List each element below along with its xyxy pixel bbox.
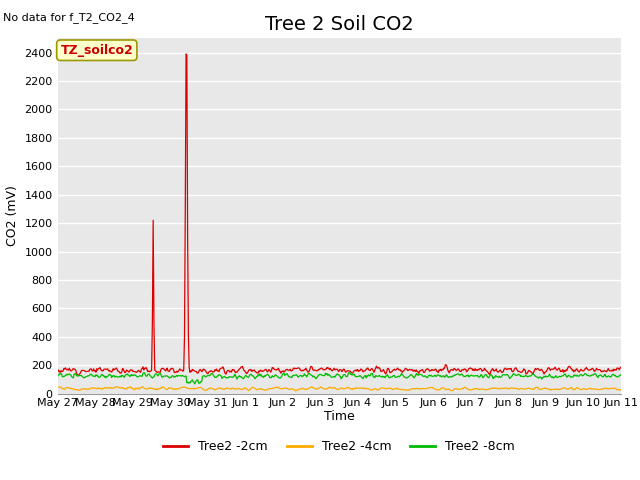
Legend: Tree2 -2cm, Tree2 -4cm, Tree2 -8cm: Tree2 -2cm, Tree2 -4cm, Tree2 -8cm [159, 435, 520, 458]
Text: TZ_soilco2: TZ_soilco2 [60, 44, 133, 57]
Y-axis label: CO2 (mV): CO2 (mV) [6, 186, 19, 246]
Title: Tree 2 Soil CO2: Tree 2 Soil CO2 [265, 15, 413, 34]
Text: No data for f_T2_CO2_4: No data for f_T2_CO2_4 [3, 12, 135, 23]
X-axis label: Time: Time [324, 410, 355, 423]
